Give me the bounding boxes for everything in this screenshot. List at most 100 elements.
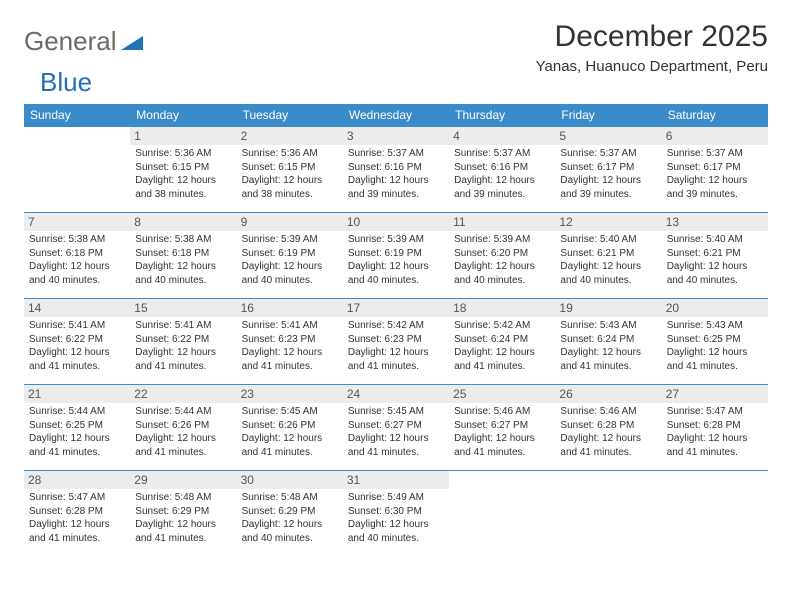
- logo-triangle-icon: [121, 26, 143, 57]
- day-number: 6: [662, 127, 768, 145]
- calendar-table: SundayMondayTuesdayWednesdayThursdayFrid…: [24, 104, 768, 557]
- weekday-header: Wednesday: [343, 104, 449, 127]
- day-details: Sunrise: 5:45 AMSunset: 6:27 PMDaylight:…: [348, 405, 444, 459]
- weekday-header: Tuesday: [237, 104, 343, 127]
- weekday-header: Monday: [130, 104, 236, 127]
- calendar-day-cell: 21Sunrise: 5:44 AMSunset: 6:25 PMDayligh…: [24, 385, 130, 471]
- month-title: December 2025: [536, 20, 768, 54]
- calendar-day-cell: 19Sunrise: 5:43 AMSunset: 6:24 PMDayligh…: [555, 299, 661, 385]
- calendar-day-cell: [24, 127, 130, 213]
- day-number: 25: [449, 385, 555, 403]
- day-details: Sunrise: 5:40 AMSunset: 6:21 PMDaylight:…: [560, 233, 656, 287]
- day-number: 5: [555, 127, 661, 145]
- calendar-day-cell: 10 Sunrise: 5:39 AMSunset: 6:19 PMDayligh…: [343, 213, 449, 299]
- calendar-day-cell: 2 Sunrise: 5:36 AMSunset: 6:15 PMDaylight…: [237, 127, 343, 213]
- day-details: Sunrise: 5:36 AMSunset: 6:15 PMDaylight:…: [242, 147, 338, 201]
- calendar-day-cell: 16Sunrise: 5:41 AMSunset: 6:23 PMDayligh…: [237, 299, 343, 385]
- day-number: 12: [555, 213, 661, 231]
- logo-part2: Blue: [40, 67, 92, 98]
- calendar-day-cell: 9 Sunrise: 5:39 AMSunset: 6:19 PMDaylight…: [237, 213, 343, 299]
- calendar-week-row: 21Sunrise: 5:44 AMSunset: 6:25 PMDayligh…: [24, 385, 768, 471]
- day-number: 18: [449, 299, 555, 317]
- day-details: Sunrise: 5:42 AMSunset: 6:23 PMDaylight:…: [348, 319, 444, 373]
- day-details: Sunrise: 5:36 AMSunset: 6:15 PMDaylight:…: [135, 147, 231, 201]
- calendar-day-cell: 8 Sunrise: 5:38 AMSunset: 6:18 PMDaylight…: [130, 213, 236, 299]
- calendar-day-cell: [449, 471, 555, 557]
- weekday-header: Sunday: [24, 104, 130, 127]
- day-number: 4: [449, 127, 555, 145]
- day-details: Sunrise: 5:37 AMSunset: 6:17 PMDaylight:…: [560, 147, 656, 201]
- day-details: Sunrise: 5:47 AMSunset: 6:28 PMDaylight:…: [29, 491, 125, 545]
- calendar-day-cell: 22 Sunrise: 5:44 AMSunset: 6:26 PMDayligh…: [130, 385, 236, 471]
- day-details: Sunrise: 5:45 AMSunset: 6:26 PMDaylight:…: [242, 405, 338, 459]
- weekday-header: Thursday: [449, 104, 555, 127]
- day-details: Sunrise: 5:48 AMSunset: 6:29 PMDaylight:…: [135, 491, 231, 545]
- calendar-day-cell: 5 Sunrise: 5:37 AMSunset: 6:17 PMDaylight…: [555, 127, 661, 213]
- day-details: Sunrise: 5:42 AMSunset: 6:24 PMDaylight:…: [454, 319, 550, 373]
- day-number: 24: [343, 385, 449, 403]
- day-number: 2: [237, 127, 343, 145]
- day-number: 29: [130, 471, 236, 489]
- day-number: 1: [130, 127, 236, 145]
- calendar-day-cell: 24 Sunrise: 5:45 AMSunset: 6:27 PMDayligh…: [343, 385, 449, 471]
- logo-part1: General: [24, 26, 117, 57]
- calendar-body: 1 Sunrise: 5:36 AMSunset: 6:15 PMDaylight…: [24, 127, 768, 557]
- day-number: 11: [449, 213, 555, 231]
- day-number: 31: [343, 471, 449, 489]
- day-number: 26: [555, 385, 661, 403]
- day-number: 16: [237, 299, 343, 317]
- calendar-day-cell: 31Sunrise: 5:49 AMSunset: 6:30 PMDayligh…: [343, 471, 449, 557]
- calendar-day-cell: 3 Sunrise: 5:37 AMSunset: 6:16 PMDaylight…: [343, 127, 449, 213]
- calendar-day-cell: 18 Sunrise: 5:42 AMSunset: 6:24 PMDayligh…: [449, 299, 555, 385]
- calendar-day-cell: 25 Sunrise: 5:46 AMSunset: 6:27 PMDayligh…: [449, 385, 555, 471]
- day-number: 20: [662, 299, 768, 317]
- calendar-week-row: 28 Sunrise: 5:47 AMSunset: 6:28 PMDayligh…: [24, 471, 768, 557]
- day-number: 13: [662, 213, 768, 231]
- day-details: Sunrise: 5:46 AMSunset: 6:27 PMDaylight:…: [454, 405, 550, 459]
- calendar-week-row: 7 Sunrise: 5:38 AMSunset: 6:18 PMDaylight…: [24, 213, 768, 299]
- calendar-day-cell: [555, 471, 661, 557]
- day-number: 19: [555, 299, 661, 317]
- logo-text: General: [24, 26, 143, 57]
- day-number: 8: [130, 213, 236, 231]
- day-number: 27: [662, 385, 768, 403]
- calendar-day-cell: 28 Sunrise: 5:47 AMSunset: 6:28 PMDayligh…: [24, 471, 130, 557]
- weekday-header: Saturday: [662, 104, 768, 127]
- day-number: 14: [24, 299, 130, 317]
- day-details: Sunrise: 5:48 AMSunset: 6:29 PMDaylight:…: [242, 491, 338, 545]
- calendar-day-cell: 17Sunrise: 5:42 AMSunset: 6:23 PMDayligh…: [343, 299, 449, 385]
- day-number: 3: [343, 127, 449, 145]
- day-details: Sunrise: 5:46 AMSunset: 6:28 PMDaylight:…: [560, 405, 656, 459]
- day-details: Sunrise: 5:39 AMSunset: 6:19 PMDaylight:…: [242, 233, 338, 287]
- day-details: Sunrise: 5:38 AMSunset: 6:18 PMDaylight:…: [135, 233, 231, 287]
- day-details: Sunrise: 5:41 AMSunset: 6:22 PMDaylight:…: [135, 319, 231, 373]
- day-number: 7: [24, 213, 130, 231]
- weekday-header: Friday: [555, 104, 661, 127]
- day-number: 22: [130, 385, 236, 403]
- day-number: 21: [24, 385, 130, 403]
- calendar-week-row: 14 Sunrise: 5:41 AMSunset: 6:22 PMDayligh…: [24, 299, 768, 385]
- day-number: 10: [343, 213, 449, 231]
- day-details: Sunrise: 5:47 AMSunset: 6:28 PMDaylight:…: [667, 405, 763, 459]
- logo: General: [24, 26, 143, 57]
- day-details: Sunrise: 5:44 AMSunset: 6:26 PMDaylight:…: [135, 405, 231, 459]
- day-details: Sunrise: 5:43 AMSunset: 6:25 PMDaylight:…: [667, 319, 763, 373]
- day-details: Sunrise: 5:39 AMSunset: 6:19 PMDaylight:…: [348, 233, 444, 287]
- calendar-day-cell: 29 Sunrise: 5:48 AMSunset: 6:29 PMDayligh…: [130, 471, 236, 557]
- calendar-day-cell: 7 Sunrise: 5:38 AMSunset: 6:18 PMDaylight…: [24, 213, 130, 299]
- calendar-day-cell: 6Sunrise: 5:37 AMSunset: 6:17 PMDaylight…: [662, 127, 768, 213]
- calendar-week-row: 1 Sunrise: 5:36 AMSunset: 6:15 PMDaylight…: [24, 127, 768, 213]
- day-details: Sunrise: 5:37 AMSunset: 6:16 PMDaylight:…: [348, 147, 444, 201]
- day-details: Sunrise: 5:37 AMSunset: 6:16 PMDaylight:…: [454, 147, 550, 201]
- calendar-day-cell: 27 Sunrise: 5:47 AMSunset: 6:28 PMDayligh…: [662, 385, 768, 471]
- calendar-day-cell: 15 Sunrise: 5:41 AMSunset: 6:22 PMDayligh…: [130, 299, 236, 385]
- calendar-day-cell: 1 Sunrise: 5:36 AMSunset: 6:15 PMDaylight…: [130, 127, 236, 213]
- day-details: Sunrise: 5:39 AMSunset: 6:20 PMDaylight:…: [454, 233, 550, 287]
- day-number: 15: [130, 299, 236, 317]
- day-details: Sunrise: 5:38 AMSunset: 6:18 PMDaylight:…: [29, 233, 125, 287]
- day-number: 28: [24, 471, 130, 489]
- calendar-day-cell: 30Sunrise: 5:48 AMSunset: 6:29 PMDayligh…: [237, 471, 343, 557]
- calendar-day-cell: 23Sunrise: 5:45 AMSunset: 6:26 PMDayligh…: [237, 385, 343, 471]
- day-number: 9: [237, 213, 343, 231]
- calendar-day-cell: 11 Sunrise: 5:39 AMSunset: 6:20 PMDayligh…: [449, 213, 555, 299]
